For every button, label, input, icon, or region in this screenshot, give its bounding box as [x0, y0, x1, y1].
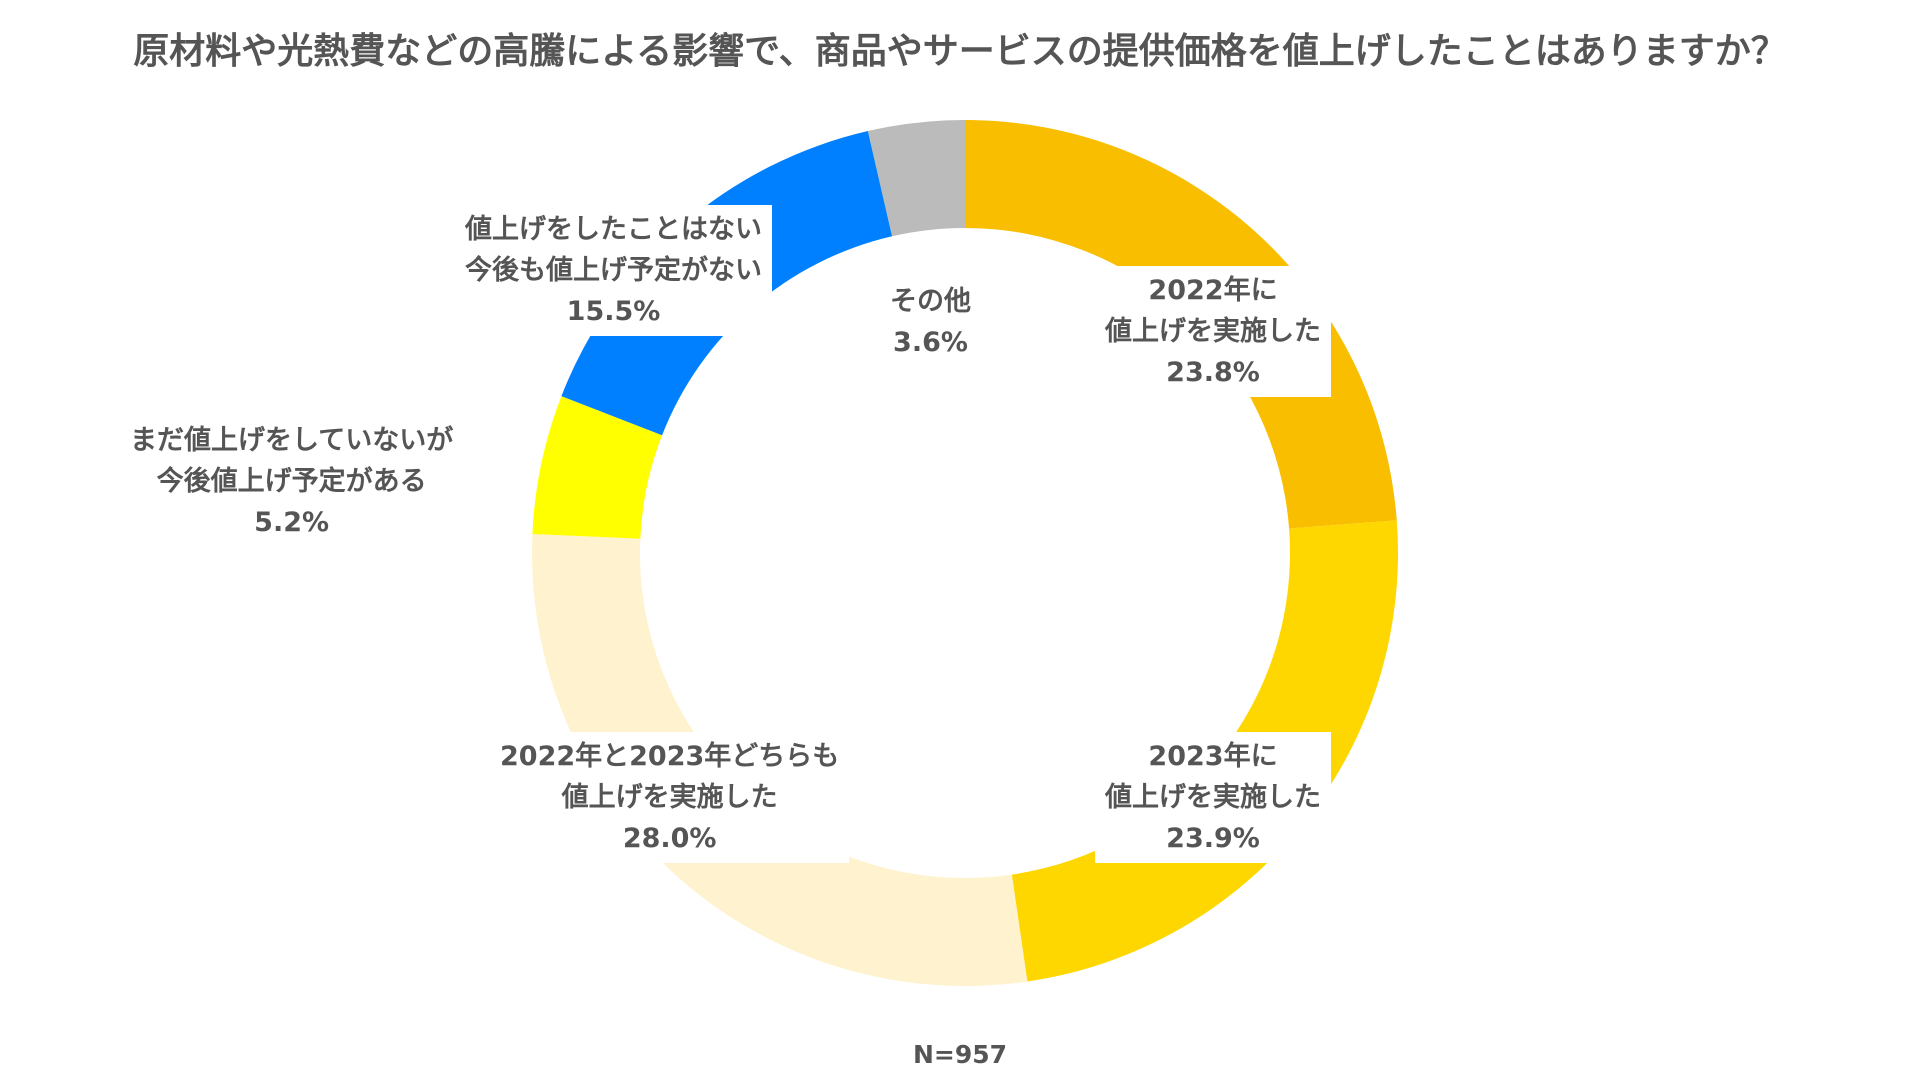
slice-label-both-years-line2: 値上げを実施した	[561, 782, 778, 813]
slice-label-planned-line2: 今後値上げ予定がある	[156, 466, 427, 497]
chart-title: 原材料や光熱費などの高騰による影響で、商品やサービスの提供価格を値上げしたことは…	[133, 31, 1787, 72]
donut-slice-2022	[965, 120, 1397, 529]
slice-label-2023-line1: 2023年に	[1148, 741, 1278, 772]
slice-label-2022-pct: 23.8%	[1166, 357, 1260, 388]
slice-label-planned: まだ値上げをしていないが 今後値上げ予定がある 5.2%	[120, 416, 464, 547]
slice-label-2023-line2: 値上げを実施した	[1105, 782, 1321, 813]
slice-label-2022: 2022年に 値上げを実施した 23.8%	[1095, 266, 1331, 397]
sample-size-note: N=957	[912, 1040, 1008, 1069]
donut-slice-both-years	[532, 533, 1028, 986]
donut-slice-2023	[1011, 520, 1398, 982]
slice-label-never-line2: 今後も値上げ予定がない	[465, 255, 762, 286]
donut-slice-other	[867, 120, 965, 237]
slice-label-both-years-pct: 28.0%	[622, 823, 717, 854]
slice-label-both-years-line1: 2022年と2023年どちらも	[500, 741, 840, 772]
slice-label-never: 値上げをしたことはない 今後も値上げ予定がない 15.5%	[455, 205, 772, 336]
slice-label-planned-line1: まだ値上げをしていないが	[130, 425, 454, 456]
slice-label-2023-pct: 23.9%	[1166, 823, 1260, 854]
slice-label-never-pct: 15.5%	[566, 296, 661, 327]
slice-label-other-line1: その他	[890, 286, 971, 317]
donut-slice-planned	[532, 396, 663, 539]
slice-label-both-years: 2022年と2023年どちらも 値上げを実施した 28.0%	[490, 732, 850, 863]
slice-label-planned-pct: 5.2%	[254, 507, 330, 538]
slice-label-other-pct: 3.6%	[893, 327, 968, 358]
slice-label-2023: 2023年に 値上げを実施した 23.9%	[1095, 732, 1331, 863]
slice-label-2022-line2: 値上げを実施した	[1105, 316, 1321, 347]
slice-label-2022-line1: 2022年に	[1148, 275, 1278, 306]
slice-label-never-line1: 値上げをしたことはない	[465, 214, 762, 245]
slice-label-other: その他 3.6%	[880, 277, 981, 367]
